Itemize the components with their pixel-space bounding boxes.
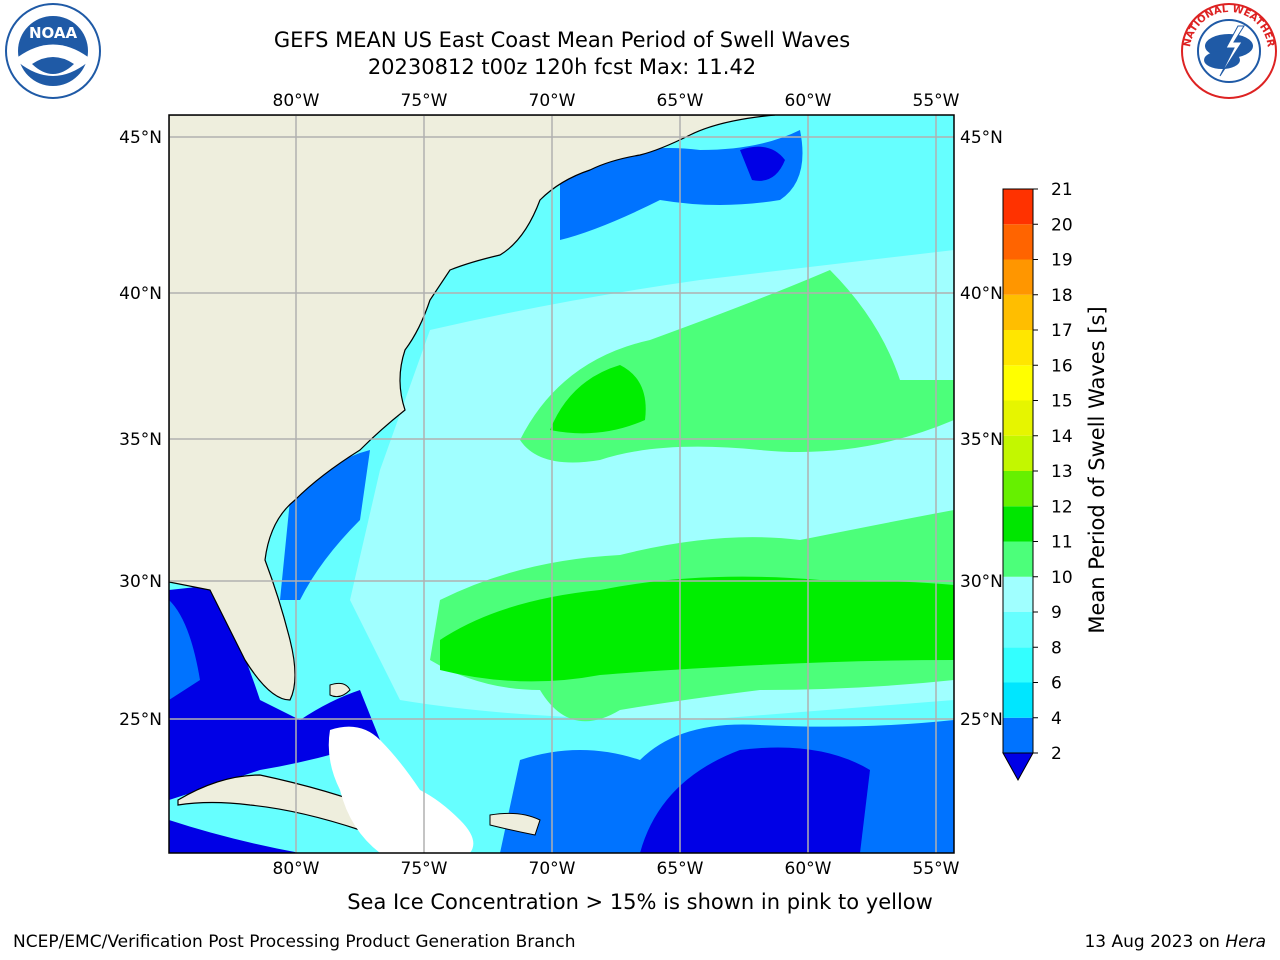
- colorbar-segment: [1003, 541, 1033, 577]
- lat-label-left: 25°N: [119, 710, 162, 730]
- colorbar-tick-label: 17: [1051, 321, 1073, 341]
- sea-ice-caption: Sea Ice Concentration > 15% is shown in …: [347, 890, 933, 914]
- lat-label-left: 45°N: [119, 128, 162, 148]
- colorbar-segment: [1003, 717, 1033, 753]
- lon-label-top: 70°W: [529, 91, 576, 111]
- contour-below-2-northeast: [740, 146, 785, 181]
- lon-label-bottom: 75°W: [401, 859, 448, 879]
- contour-below-2-south: [640, 747, 870, 853]
- colorbar-segment: [1003, 224, 1033, 260]
- lat-label-left: 35°N: [119, 430, 162, 450]
- contour-below-2-caribbean: [169, 820, 300, 853]
- colorbar-segment: [1003, 365, 1033, 401]
- contour-2-4-gulf: [169, 600, 200, 700]
- footer-credit: NCEP/EMC/Verification Post Processing Pr…: [13, 932, 576, 952]
- colorbar-segment: [1003, 400, 1033, 436]
- colorbar-segment: [1003, 294, 1033, 330]
- lat-label-left: 40°N: [119, 284, 162, 304]
- lat-label-right: 30°N: [960, 572, 1003, 592]
- noaa-logo: NOAA: [5, 3, 101, 99]
- graticule: [169, 115, 954, 853]
- contour-10-11-north: [550, 365, 646, 434]
- lat-label-right: 35°N: [960, 430, 1003, 450]
- colorbar-tick-label: 13: [1051, 462, 1073, 482]
- colorbar: 2 4 6 8 9 10 11 12 13 14 15 16 17 18 19 20 21: [1002, 180, 1073, 782]
- land-bahamas: [329, 682, 351, 698]
- colorbar-tick-label: 18: [1051, 286, 1073, 306]
- colorbar-tick-label: 8: [1051, 638, 1062, 658]
- colorbar-segment: [1003, 435, 1033, 471]
- footer-host: Hera: [1225, 932, 1266, 952]
- lon-label-top: 65°W: [657, 91, 704, 111]
- lon-label-bottom: 60°W: [785, 859, 832, 879]
- colorbar-tick-label: 10: [1051, 568, 1073, 588]
- colorbar-under-extension: [1002, 752, 1034, 782]
- lon-label-bottom: 55°W: [913, 859, 960, 879]
- colorbar-tick-label: 21: [1051, 180, 1073, 200]
- colorbar-segment: [1003, 330, 1033, 366]
- forecast-subtitle: 20230812 t00z 120h fcst Max: 11.42: [367, 55, 757, 79]
- lon-label-top: 75°W: [401, 91, 448, 111]
- colorbar-segment: [1003, 682, 1033, 718]
- colorbar-tick-label: 19: [1051, 251, 1073, 271]
- lon-label-bottom: 80°W: [273, 859, 320, 879]
- colorbar-segment: [1003, 189, 1033, 225]
- swell-period-field: [169, 115, 954, 853]
- lat-label-right: 40°N: [960, 284, 1003, 304]
- colorbar-segment: [1003, 647, 1033, 683]
- land-hispaniola: [489, 812, 541, 836]
- land-north-america: [169, 115, 776, 701]
- colorbar-segment: [1003, 506, 1033, 542]
- colorbar-tick-label: 2: [1051, 744, 1062, 764]
- colorbar-tick-label: 11: [1051, 533, 1073, 553]
- colorbar-tick-label: 14: [1051, 427, 1073, 447]
- contour-10-11-south: [440, 576, 954, 682]
- lon-label-bottom: 70°W: [529, 859, 576, 879]
- colorbar-tick-label: 16: [1051, 356, 1073, 376]
- contour-2-4-coastal: [280, 450, 370, 600]
- colorbar-tick-label: 9: [1051, 603, 1062, 623]
- lat-label-right: 45°N: [960, 128, 1003, 148]
- lat-label-right: 25°N: [960, 710, 1003, 730]
- nws-logo: NATIONAL WEATHER SERVICE: [1180, 2, 1277, 99]
- colorbar-title: Mean Period of Swell Waves [s]: [1085, 306, 1109, 634]
- footer-date-text: 13 Aug 2023 on: [1084, 932, 1226, 952]
- footer-date: 13 Aug 2023 on Hera: [1084, 932, 1266, 952]
- lon-label-top: 60°W: [785, 91, 832, 111]
- map-title: GEFS MEAN US East Coast Mean Period of S…: [273, 28, 851, 52]
- colorbar-segment: [1003, 576, 1033, 612]
- colorbar-segment: [1003, 259, 1033, 295]
- noaa-logo-text: NOAA: [29, 24, 78, 42]
- colorbar-segment: [1003, 471, 1033, 507]
- lon-label-top: 55°W: [913, 91, 960, 111]
- colorbar-tick-label: 20: [1051, 215, 1073, 235]
- no-data-bahamas: [328, 726, 474, 853]
- lat-label-left: 30°N: [119, 572, 162, 592]
- colorbar-segment: [1003, 612, 1033, 648]
- lon-label-bottom: 65°W: [657, 859, 704, 879]
- map-frame: [168, 114, 955, 854]
- colorbar-tick-label: 6: [1051, 674, 1062, 694]
- colorbar-tick-label: 15: [1051, 392, 1073, 412]
- contour-below-2-gulf: [169, 585, 380, 800]
- lon-label-top: 80°W: [273, 91, 320, 111]
- colorbar-tick-label: 4: [1051, 709, 1062, 729]
- colorbar-tick-label: 12: [1051, 497, 1073, 517]
